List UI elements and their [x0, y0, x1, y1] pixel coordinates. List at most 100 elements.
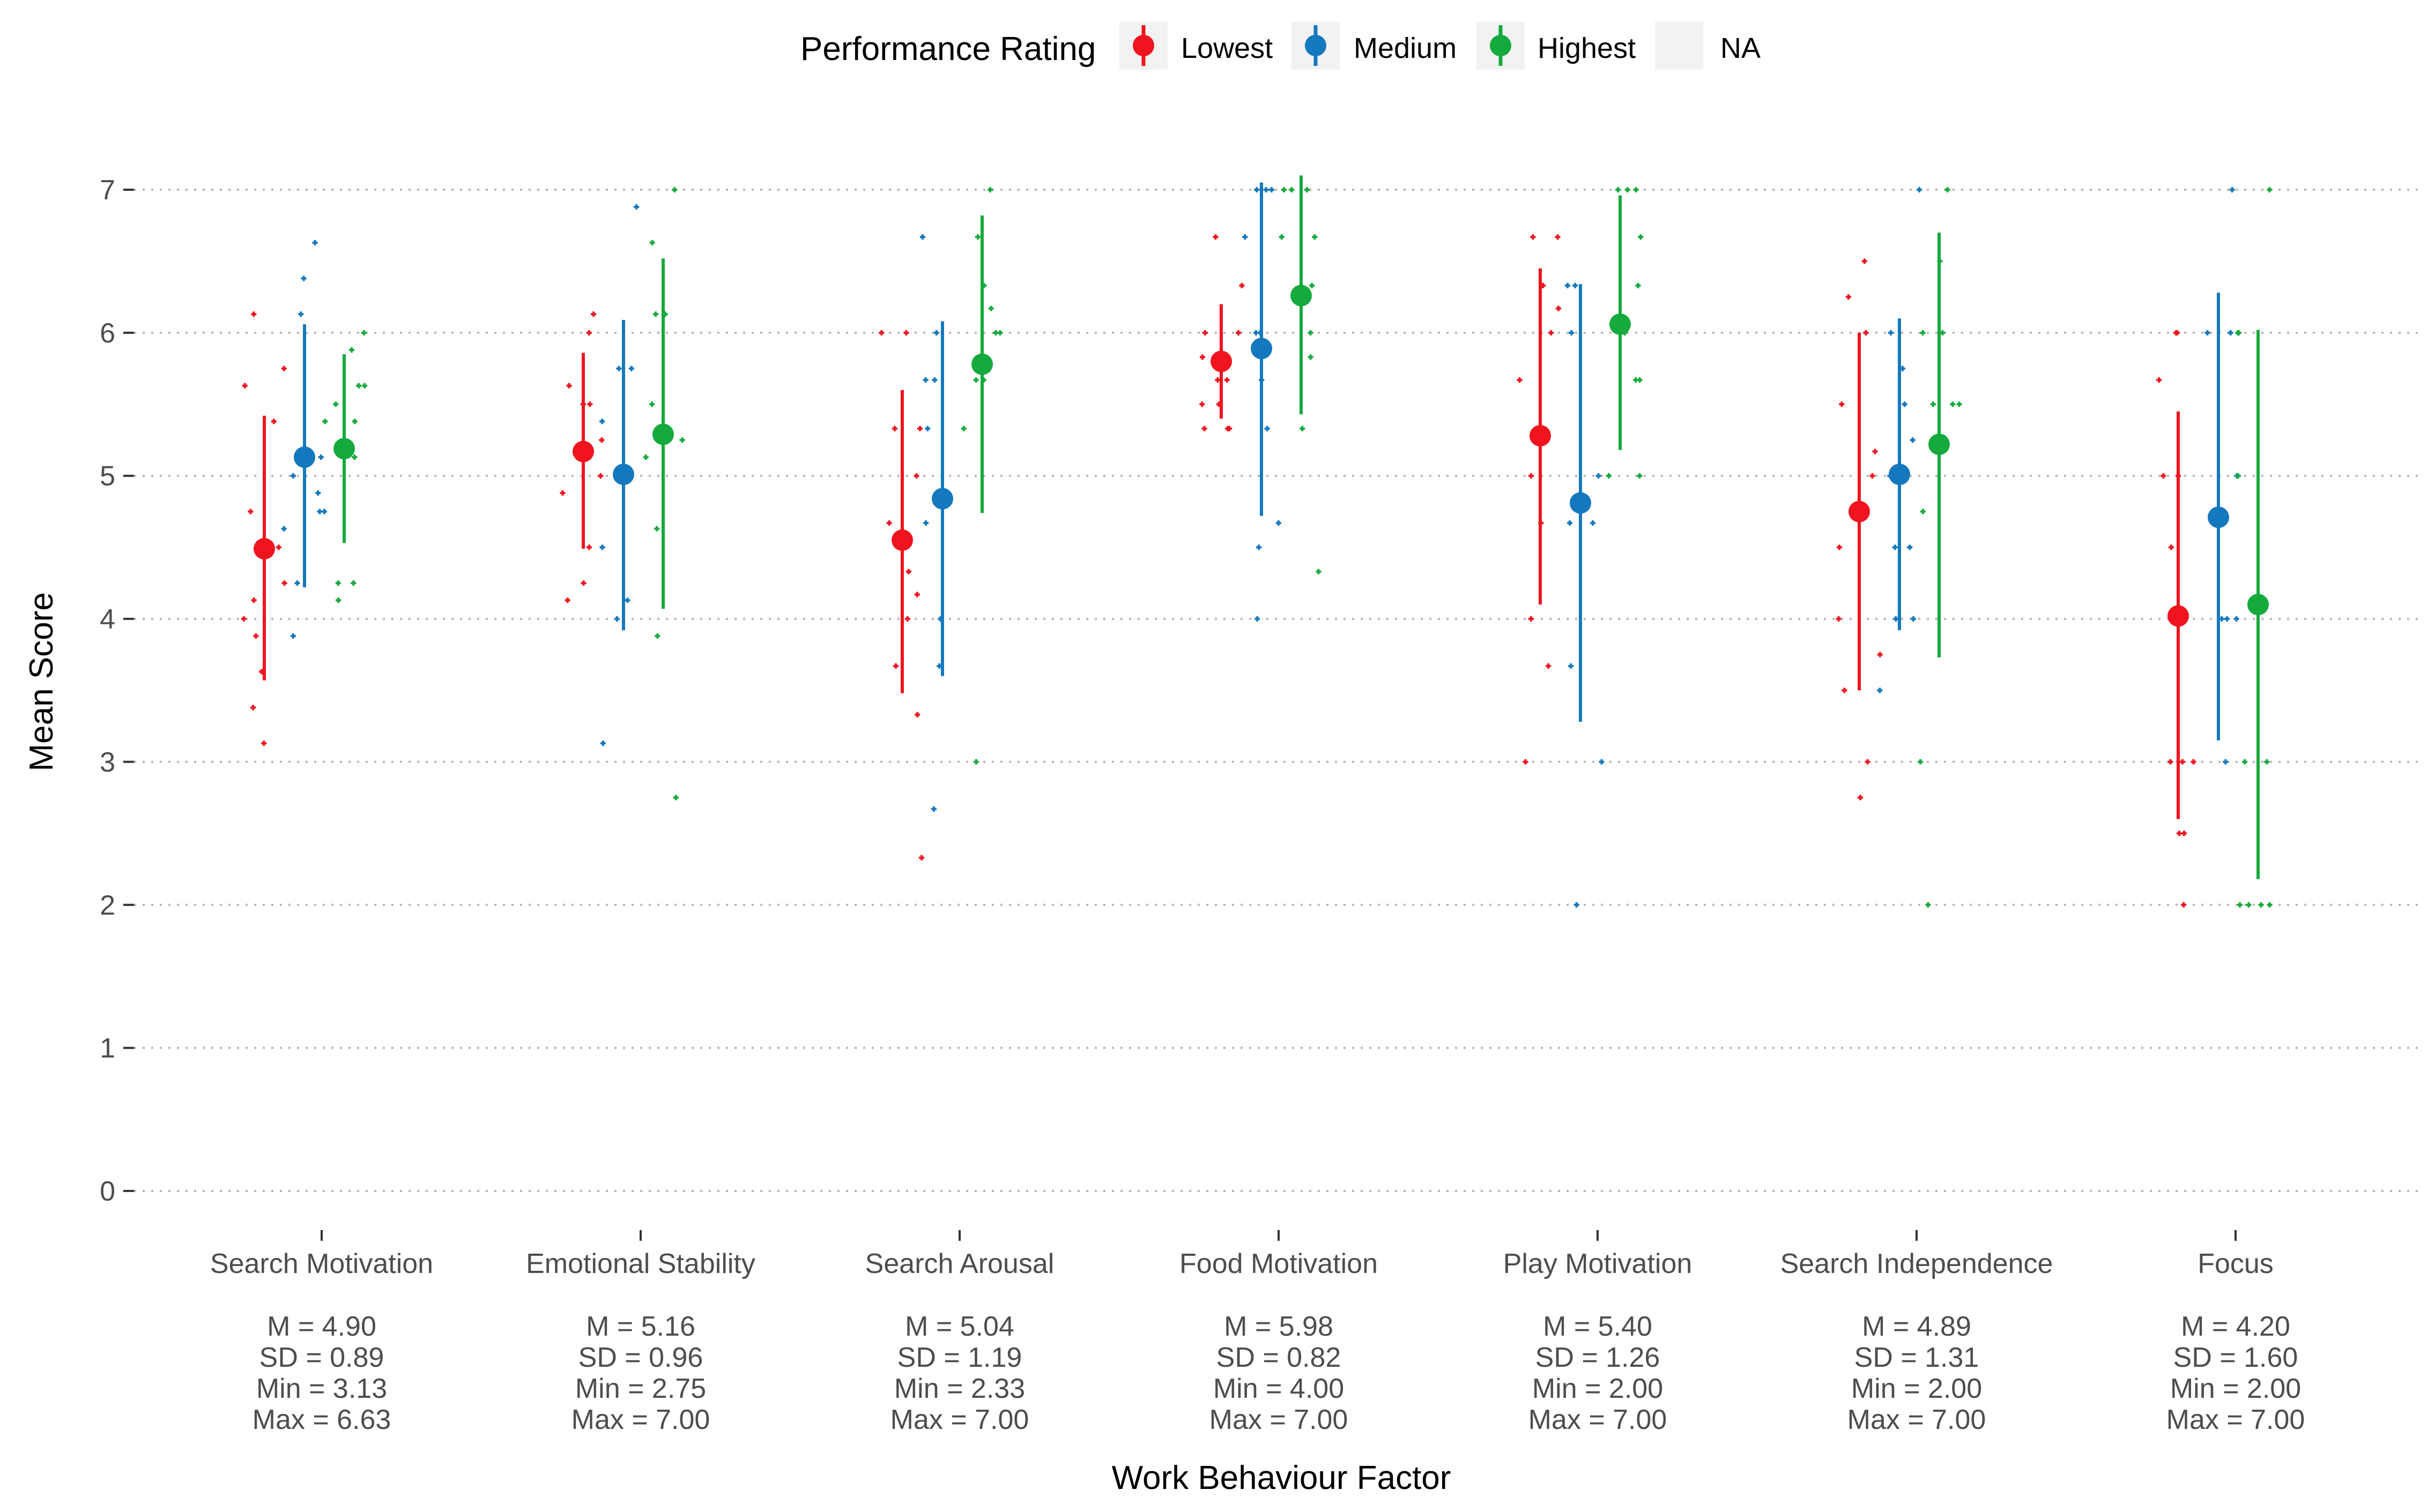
data-point [903, 330, 909, 336]
mean-marker [1211, 351, 1232, 373]
legend: Performance Rating Lowest Medium Highest… [800, 21, 1761, 70]
data-point [2156, 377, 2162, 383]
data-point [2228, 330, 2233, 336]
x-axis-title: Work Behaviour Factor [1112, 1459, 1451, 1496]
y-tick-label: 7 [100, 175, 115, 206]
x-tick-label: Search Arousal [865, 1248, 1055, 1279]
data-point [1920, 330, 1926, 336]
data-point [914, 592, 920, 598]
stat-sd: SD = 1.60 [2173, 1342, 2298, 1373]
data-point [2191, 759, 2196, 765]
data-point [915, 712, 920, 718]
data-point [1861, 258, 1867, 264]
data-point [2235, 473, 2241, 479]
stat-max: Max = 7.00 [1209, 1404, 1348, 1435]
data-point [335, 580, 341, 586]
data-point [250, 705, 256, 711]
data-point [1264, 426, 1270, 431]
data-point [242, 383, 248, 389]
data-point [290, 473, 296, 479]
data-point [2267, 187, 2273, 192]
mean-marker [1251, 338, 1272, 360]
y-axis: 0 1 2 3 4 5 6 7 [100, 175, 134, 1207]
data-point [1215, 377, 1221, 383]
legend-key-dot-highest [1490, 35, 1511, 56]
data-point [919, 234, 925, 240]
data-point [2267, 902, 2273, 908]
data-point [599, 545, 605, 550]
data-point [2224, 616, 2230, 622]
mean-marker [2247, 593, 2269, 615]
stat-max: Max = 6.63 [253, 1404, 391, 1435]
data-point [1312, 234, 1318, 240]
data-point [322, 419, 328, 424]
data-point [993, 330, 999, 336]
data-point [361, 330, 367, 336]
data-point [1279, 234, 1285, 240]
data-point [301, 275, 307, 281]
data-point [643, 455, 649, 460]
legend-label-medium: Medium [1354, 32, 1457, 64]
legend-key-highest [1476, 21, 1525, 70]
data-point [1528, 473, 1534, 479]
data-point [271, 419, 277, 424]
data-point [1842, 688, 1847, 693]
legend-label-lowest: Lowest [1181, 32, 1273, 64]
mean-marker [1889, 464, 1910, 486]
data-point [1910, 437, 1916, 443]
data-point [1925, 902, 1931, 908]
data-point [2167, 759, 2173, 765]
y-tick-label: 3 [100, 747, 115, 778]
stat-min: Min = 2.00 [1532, 1373, 1663, 1404]
data-point [321, 509, 327, 515]
data-point [1316, 569, 1322, 575]
stat-max: Max = 7.00 [2166, 1404, 2305, 1435]
stat-mean: M = 4.20 [2181, 1311, 2290, 1342]
stat-mean: M = 5.40 [1543, 1311, 1652, 1342]
data-point [1902, 401, 1907, 407]
x-tick-label: Play Motivation [1503, 1248, 1692, 1279]
data-point [988, 306, 994, 311]
y-tick-label: 5 [100, 461, 115, 492]
data-point [598, 473, 604, 479]
mean-marker [1530, 424, 1551, 446]
mean-marker [652, 423, 674, 445]
data-point [1836, 616, 1842, 622]
data-point [2179, 759, 2185, 765]
data-point [587, 545, 592, 550]
data-point [655, 633, 660, 639]
data-point [975, 234, 981, 240]
data-point [914, 473, 919, 479]
data-point [1918, 759, 1924, 765]
data-point [1910, 616, 1916, 622]
data-point [591, 311, 597, 317]
data-point [2258, 902, 2264, 908]
x-tick-label: Search Motivation [210, 1248, 433, 1279]
data-point [281, 580, 287, 586]
data-point [566, 383, 572, 389]
data-point [1892, 545, 1898, 550]
data-point [1917, 187, 1922, 192]
stat-min: Min = 2.00 [1851, 1373, 1982, 1404]
data-point [248, 509, 254, 515]
data-point [653, 311, 659, 317]
mean-marker [1290, 285, 1312, 307]
data-point [1528, 616, 1534, 622]
data-point [1304, 187, 1310, 192]
data-point [923, 377, 929, 383]
mean-marker [892, 529, 913, 551]
data-point [362, 383, 368, 389]
data-point [276, 545, 281, 550]
mean-marker [1570, 492, 1591, 514]
stat-max: Max = 7.00 [571, 1404, 710, 1435]
data-point [886, 520, 892, 526]
data-point [1950, 401, 1956, 407]
data-point [2264, 759, 2270, 765]
data-point [600, 740, 606, 746]
y-tick-label: 1 [100, 1033, 115, 1064]
data-point [281, 526, 287, 532]
stat-sd: SD = 1.31 [1854, 1342, 1979, 1373]
data-point [1213, 234, 1219, 240]
